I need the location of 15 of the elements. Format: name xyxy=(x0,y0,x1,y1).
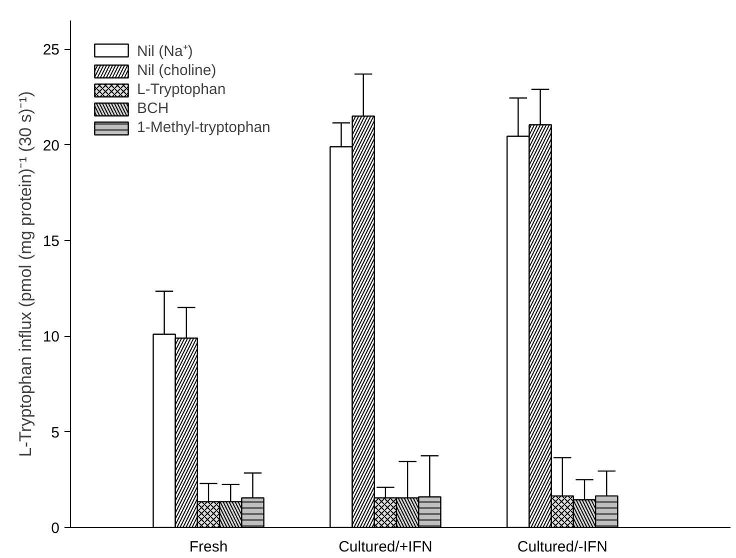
y-axis-title: L-Tryptophan influx (pmol (mg protein)⁻¹ (30 s)⁻¹) xyxy=(16,91,35,457)
y-tick-label: 20 xyxy=(42,137,60,154)
y-tick-label: 10 xyxy=(42,328,60,346)
legend-label: BCH xyxy=(137,100,169,117)
x-tick-label: Fresh xyxy=(189,538,228,556)
y-tick-label: 5 xyxy=(51,424,60,442)
x-tick-label: Cultured/+IFN xyxy=(338,538,432,556)
y-tick-label: 0 xyxy=(51,520,60,537)
y-tick-label: 25 xyxy=(42,42,60,59)
legend-label: L-Tryptophan xyxy=(137,81,226,98)
x-tick-label: Cultured/-IFN xyxy=(517,538,608,556)
legend-label: 1-Methyl-tryptophan xyxy=(137,119,270,136)
y-tick-label: 15 xyxy=(42,233,60,250)
legend-label: Nil (choline) xyxy=(137,62,216,79)
legend-label: Nil (Na⁺) xyxy=(137,42,193,60)
